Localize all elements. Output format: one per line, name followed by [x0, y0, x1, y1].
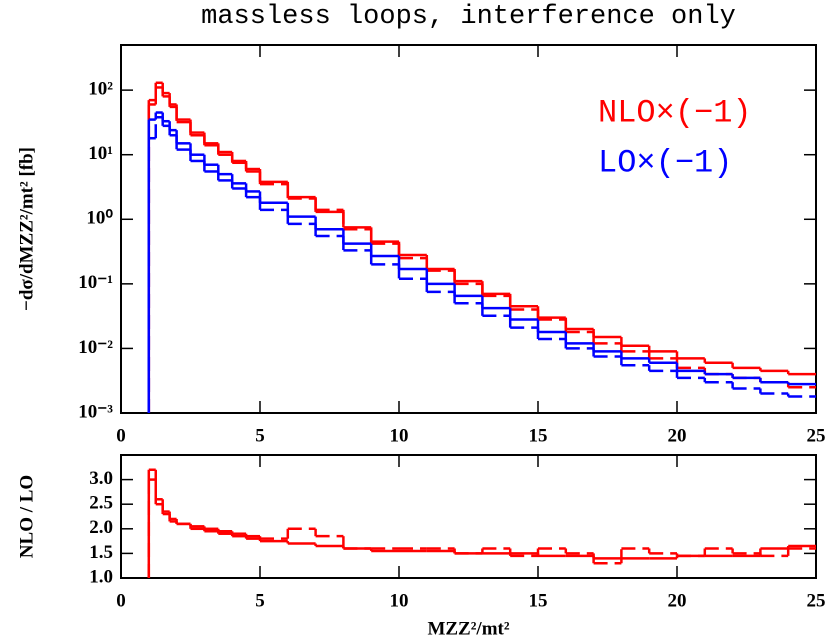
x-tick-label: 15 [529, 590, 548, 611]
plot-frame [120, 454, 817, 579]
y-tick-label: 2.0 [89, 517, 113, 538]
y-tick-label: 10² [88, 78, 113, 99]
x-axis-label: MZZ²/mt² [427, 618, 509, 639]
x-tick-label: 0 [116, 590, 126, 611]
x-tick-label: 25 [807, 425, 826, 446]
chart-title: massless loops, interference only [201, 2, 736, 32]
x-tick-label: 10 [390, 425, 409, 446]
y-tick-label: 3.0 [89, 468, 113, 489]
x-tick-label: 0 [116, 425, 126, 446]
y-axis-label: NLO / LO [16, 475, 37, 558]
x-tick-label: 25 [807, 590, 826, 611]
y-tick-label: 10¹ [88, 143, 113, 164]
plot-frame [120, 44, 817, 414]
y-tick-label: 10⁻¹ [78, 272, 113, 293]
y-tick-label: 10⁰ [86, 208, 113, 229]
y-axis-label: −dσ/dMZZ²/mt² [fb] [16, 147, 37, 311]
x-tick-label: 20 [668, 425, 687, 446]
x-tick-label: 10 [390, 590, 409, 611]
x-tick-label: 20 [668, 590, 687, 611]
y-tick-label: 10⁻² [78, 337, 113, 358]
x-tick-label: 15 [529, 425, 548, 446]
x-tick-label: 5 [255, 425, 265, 446]
x-tick-label: 5 [255, 590, 265, 611]
y-tick-label: 2.5 [89, 493, 113, 514]
legend-label: LO×(−1) [598, 144, 732, 181]
y-tick-label: 10⁻³ [78, 401, 113, 422]
y-tick-label: 1.5 [89, 542, 113, 563]
y-tick-label: 1.0 [89, 566, 113, 587]
legend-label: NLO×(−1) [598, 94, 752, 131]
